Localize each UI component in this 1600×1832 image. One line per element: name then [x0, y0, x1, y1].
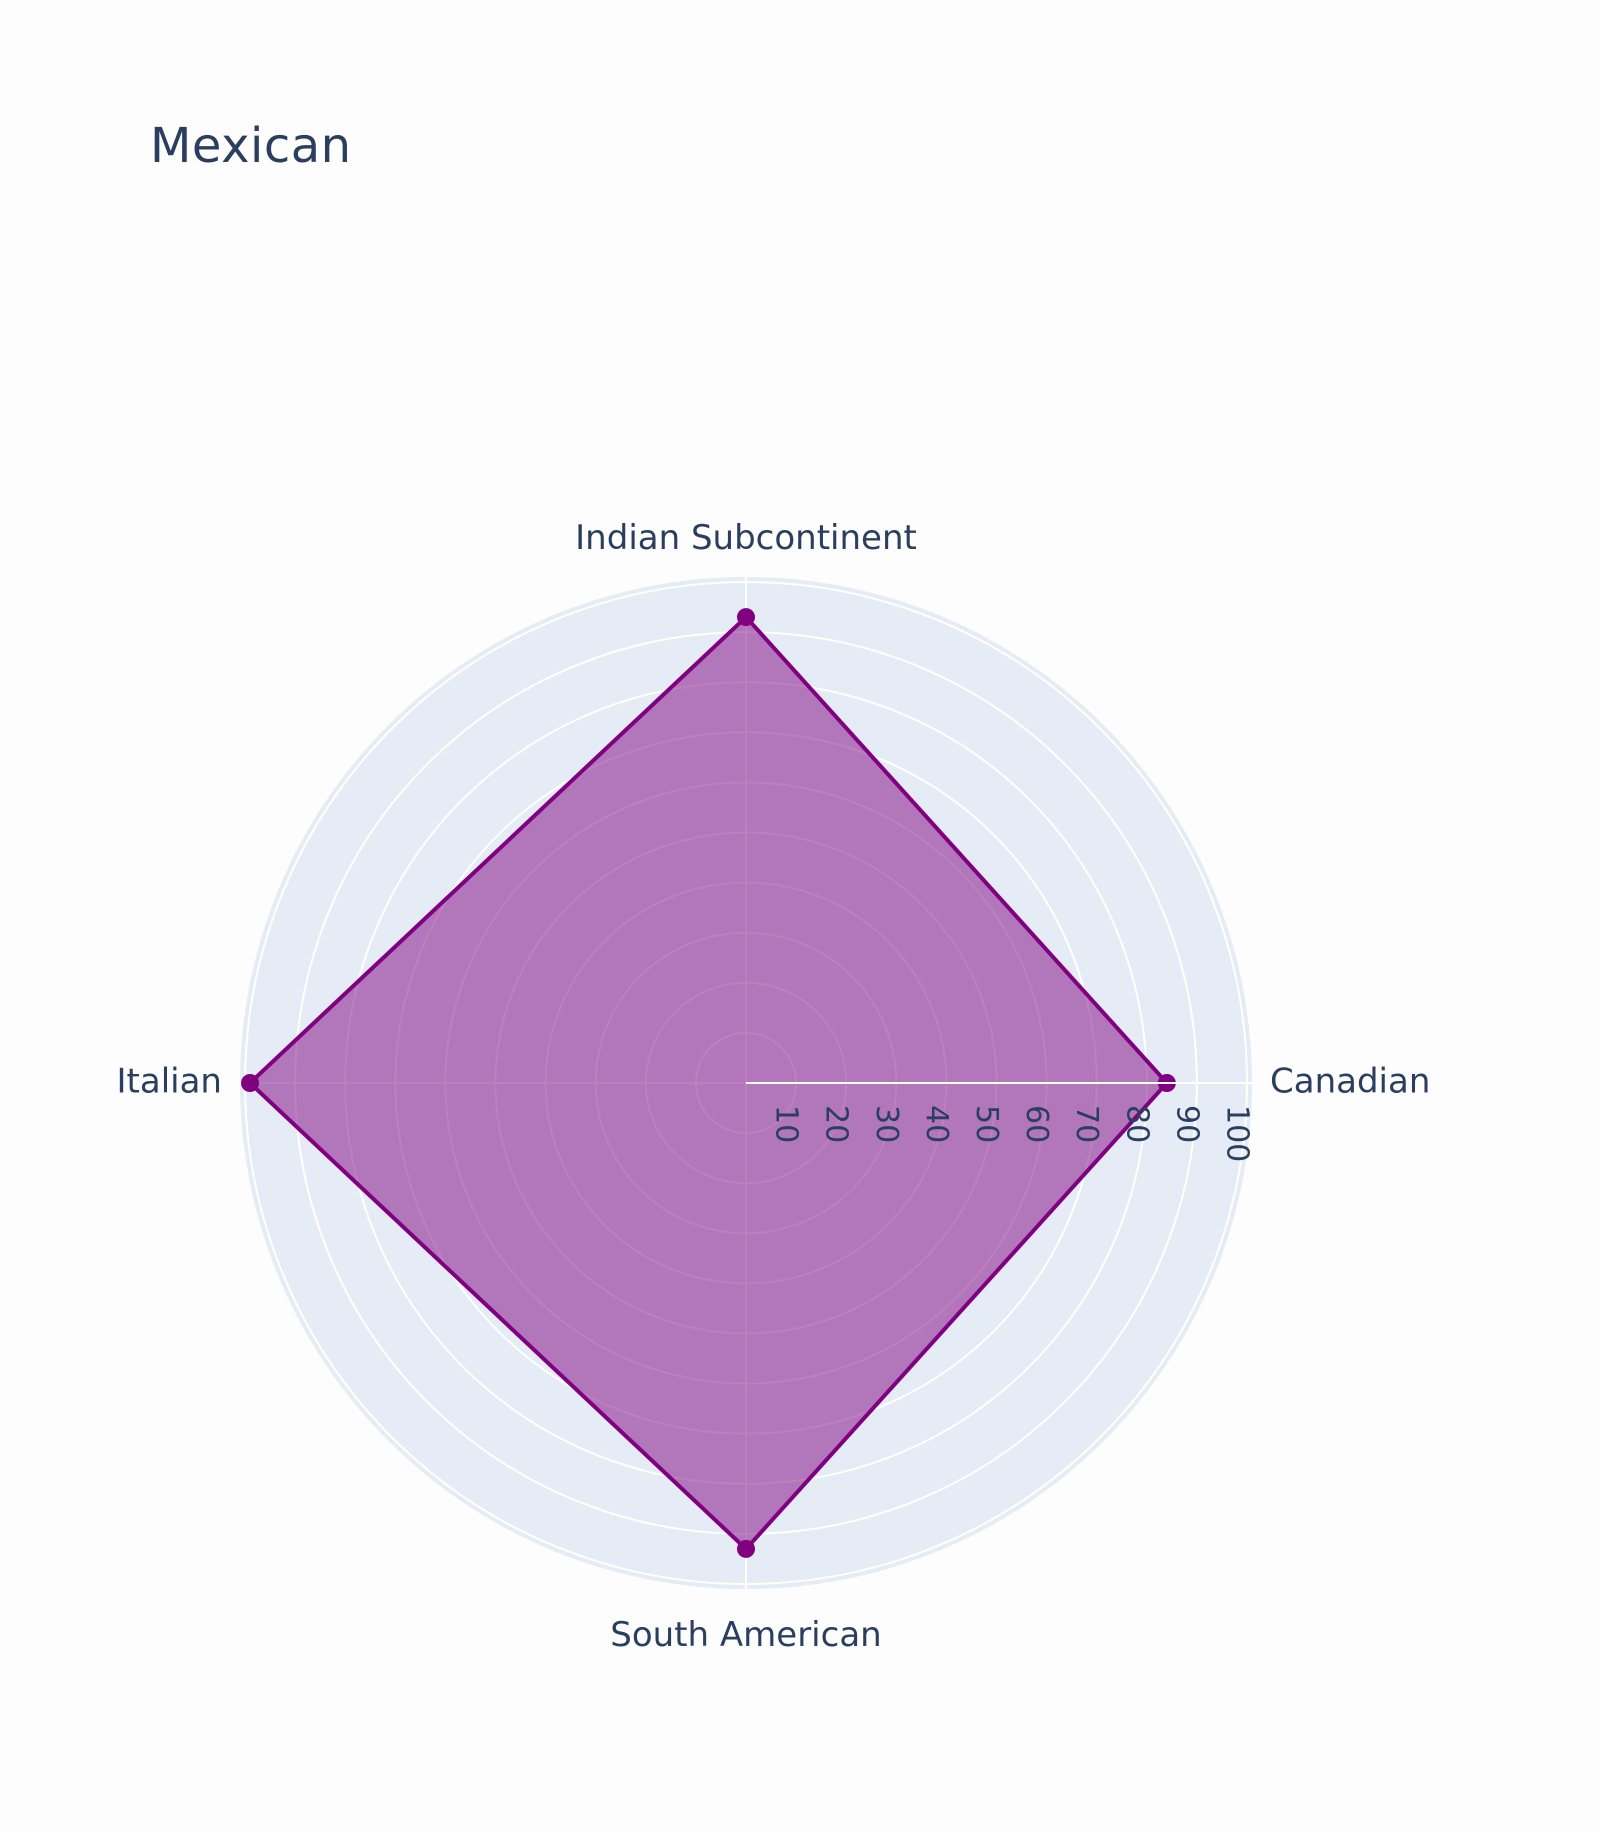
radial-tick-label: 80: [1119, 1105, 1154, 1143]
data-point-south-american[interactable]: [737, 1539, 755, 1558]
radial-tick-label: 50: [969, 1105, 1004, 1143]
angular-label-canadian: Canadian: [1270, 1062, 1430, 1102]
series-layer: [241, 608, 1176, 1558]
angular-axis-labels: Canadian Indian Subcontinent Italian South …: [117, 518, 1431, 1655]
chart-title: Mexican: [150, 118, 352, 174]
data-point-italian[interactable]: [241, 1074, 260, 1092]
angular-label-south-american: South American: [610, 1615, 881, 1655]
angular-label-italian: Italian: [117, 1062, 222, 1102]
data-point-indian-subcontinent[interactable]: [737, 608, 755, 627]
radial-tick-label: 40: [919, 1105, 954, 1143]
angular-label-indian-subcontinent: Indian Subcontinent: [575, 518, 917, 558]
radial-tick-label: 60: [1019, 1105, 1054, 1143]
radial-tick-label: 90: [1169, 1105, 1204, 1143]
radial-tick-label: 20: [819, 1105, 854, 1143]
radial-axis: 10 20 30 40 50 60 70 80 90 100: [746, 1082, 1254, 1162]
radial-tick-label: 10: [769, 1105, 804, 1143]
radial-tick-label: 30: [869, 1105, 904, 1143]
radial-tick-label: 70: [1069, 1105, 1104, 1143]
radial-tick-label: 100: [1219, 1105, 1254, 1162]
